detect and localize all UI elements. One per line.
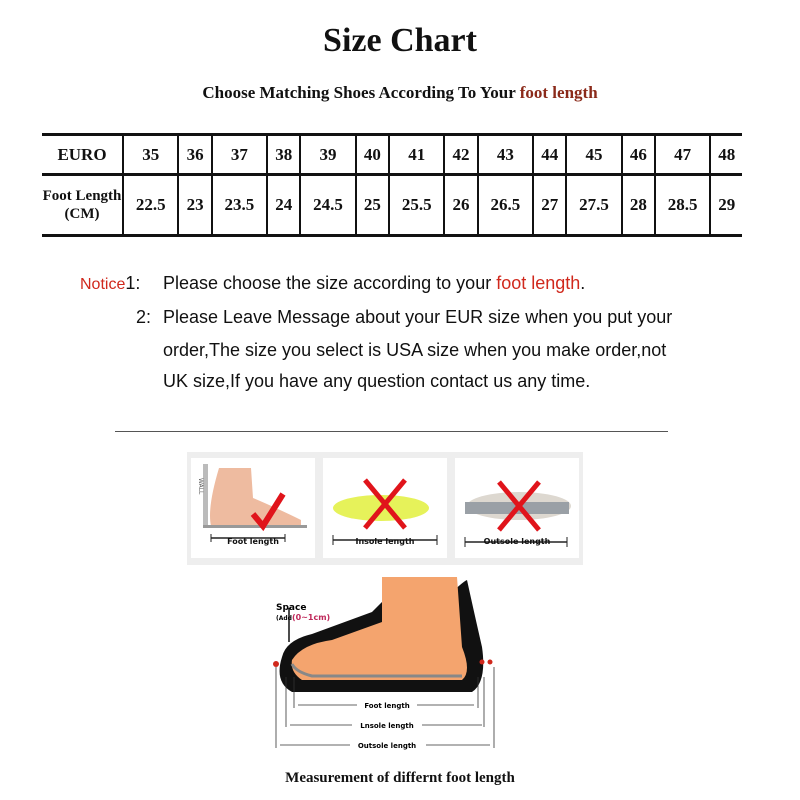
insole-length-line-label: Lnsole length <box>360 722 413 730</box>
insole-cross-icon <box>332 478 438 545</box>
euro-size-cell: 45 <box>565 133 622 176</box>
foot-length-cell: 27 <box>532 174 567 237</box>
foot-length-cell: 28 <box>620 174 655 237</box>
euro-size-cell: 48 <box>709 133 742 176</box>
foot-length-cell: 24 <box>266 174 301 237</box>
outsole-length-line-label: Outsole length <box>358 742 416 750</box>
foot-length-cell: 22.5 <box>121 174 179 237</box>
foot-length-cell: 28.5 <box>653 174 711 237</box>
euro-size-cell: 37 <box>210 133 268 176</box>
method-label: Insole length <box>355 537 415 546</box>
notice-highlight: foot length <box>496 273 581 293</box>
method-label: Foot length <box>227 537 279 546</box>
euro-size-cell: 38 <box>266 133 301 176</box>
euro-size-cell: 41 <box>387 133 445 176</box>
notice-num: 1: <box>125 273 141 293</box>
subtitle-text: Choose Matching Shoes According To Your <box>202 83 520 102</box>
notice-label: Notice <box>80 276 126 293</box>
foot-length-cell: 23.5 <box>210 174 268 237</box>
foot-length-line-label: Foot length <box>364 702 409 710</box>
euro-size-cell: 43 <box>476 133 534 176</box>
foot-check-icon: WALL <box>197 464 307 542</box>
size-table: EURO 35 36 37 38 39 40 41 42 43 44 45 46 47 48 Foot L… <box>42 133 742 237</box>
add-range: (0~1cm) <box>292 613 330 622</box>
notice-num-2: 2: <box>136 307 152 327</box>
outsole-cross-icon <box>464 480 571 547</box>
notice-item-2-line: UK size,If you have any question contact… <box>163 371 591 391</box>
euro-size-cell: 46 <box>620 133 655 176</box>
euro-size-cell: 35 <box>121 133 179 176</box>
space-label: Space <box>276 603 306 613</box>
euro-size-cell: 42 <box>443 133 478 176</box>
foot-length-cell: 26.5 <box>476 174 534 237</box>
method-label: Outsole length <box>483 537 551 546</box>
foot-length-cell: 25 <box>354 174 389 237</box>
notice-line-1: Notice1: <box>80 273 140 294</box>
method-outsole-length: Outsole length <box>455 458 579 558</box>
foot-length-cell: 23 <box>177 174 212 237</box>
foot-length-cell: 26 <box>443 174 478 237</box>
foot-length-cell: 29 <box>709 174 742 237</box>
euro-size-cell: 44 <box>532 133 567 176</box>
euro-size-cell: 36 <box>177 133 212 176</box>
shoe-measurement-diagram: Space (Add(0~1cm) Foot length Lnsole len… <box>273 577 495 750</box>
euro-size-cell: 39 <box>299 133 356 176</box>
subtitle: Choose Matching Shoes According To Your … <box>0 83 800 103</box>
subtitle-highlight: foot length <box>519 83 598 102</box>
euro-size-cell: 40 <box>354 133 389 176</box>
notice-end: . <box>580 273 586 293</box>
notice-item-2-line: order,The size you select is USA size wh… <box>163 340 667 360</box>
row-label: EURO <box>42 133 123 176</box>
add-text: (Add <box>276 615 292 622</box>
notice-item-2-line: Please Leave Message about your EUR size… <box>163 307 673 327</box>
notice-text: Please choose the size according to your <box>163 273 497 293</box>
method-insole-length: Insole length <box>323 458 447 558</box>
euro-size-cell: 47 <box>653 133 711 176</box>
divider <box>115 431 668 432</box>
diagram-caption: Measurement of differnt foot length <box>285 770 515 786</box>
measurement-methods-panel: WALL Foot length Insole length Outsole l… <box>187 452 583 565</box>
page-title: Size Chart <box>323 22 477 59</box>
foot-length-cell: 25.5 <box>387 174 445 237</box>
table-row-euro: EURO 35 36 37 38 39 40 41 42 43 44 45 46 47 48 <box>42 133 742 176</box>
notice-item-1: Please choose the size according to your… <box>163 273 585 294</box>
wall-label: WALL <box>197 478 204 495</box>
foot-length-cell: 24.5 <box>299 174 356 237</box>
add-label: (Add(0~1cm) <box>276 613 330 622</box>
row-label: Foot Length (CM) <box>42 174 123 237</box>
foot-length-cell: 27.5 <box>565 174 622 237</box>
method-foot-length: WALL Foot length <box>191 458 315 558</box>
table-row-foot-length: Foot Length (CM) 22.5 23 23.5 24 24.5 25 25.5 2… <box>42 174 742 237</box>
